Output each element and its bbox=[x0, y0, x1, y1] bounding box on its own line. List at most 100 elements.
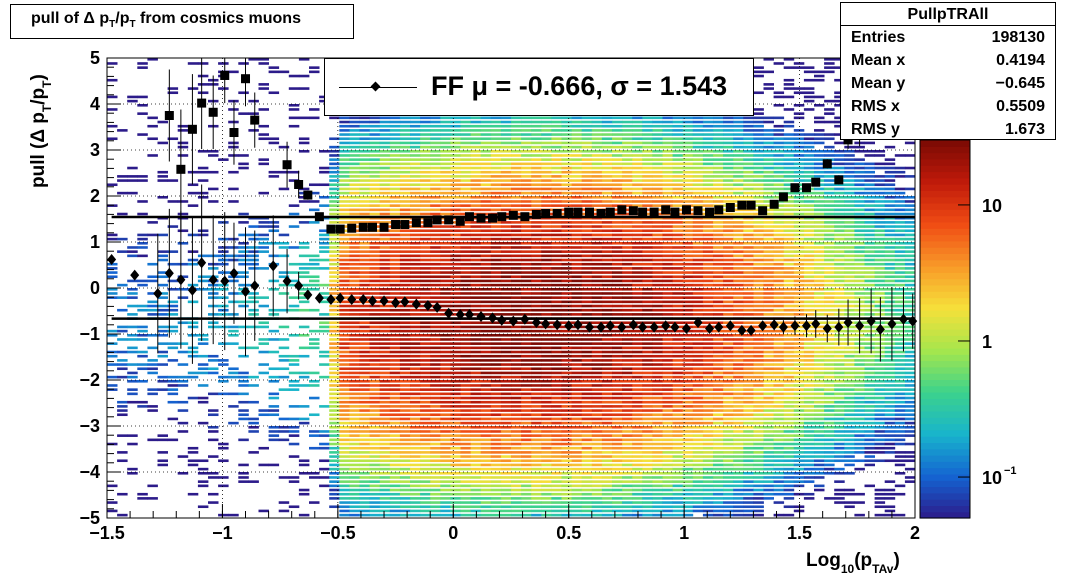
heatmap-cell bbox=[399, 321, 411, 325]
heatmap-cell bbox=[692, 154, 704, 157]
heatmap-cell bbox=[652, 279, 663, 283]
heatmap-cell bbox=[551, 204, 562, 207]
heatmap-cell bbox=[591, 375, 603, 379]
heatmap-cell bbox=[470, 116, 482, 120]
heatmap-cell bbox=[672, 375, 684, 379]
heatmap-cell bbox=[571, 380, 583, 383]
heatmap-cell bbox=[682, 292, 694, 295]
heatmap-cell bbox=[117, 250, 128, 253]
heatmap-cell bbox=[440, 292, 451, 295]
heatmap-cell bbox=[601, 283, 613, 287]
heatmap-cell bbox=[460, 359, 471, 362]
heatmap-cell bbox=[399, 120, 411, 124]
heatmap-cell bbox=[460, 116, 471, 120]
heatmap-cell bbox=[420, 179, 431, 182]
heatmap-cell bbox=[460, 150, 471, 153]
heatmap-cell bbox=[450, 430, 461, 433]
heatmap-cell bbox=[632, 267, 643, 270]
heatmap-cell bbox=[642, 137, 653, 141]
heatmap-cell bbox=[167, 313, 179, 316]
heatmap-cell bbox=[248, 250, 259, 253]
heatmap-cell bbox=[470, 271, 482, 274]
heatmap-cell bbox=[642, 196, 653, 199]
heatmap-cell bbox=[430, 476, 441, 479]
heatmap-cell bbox=[642, 166, 653, 170]
heatmap-cell bbox=[248, 346, 259, 350]
heatmap-cell bbox=[359, 321, 370, 325]
heatmap-cell bbox=[137, 254, 148, 258]
heatmap-cell bbox=[581, 442, 593, 446]
heatmap-cell bbox=[117, 283, 128, 287]
heatmap-cell bbox=[420, 262, 431, 266]
heatmap-cell bbox=[672, 359, 684, 362]
heatmap-cell bbox=[642, 505, 653, 509]
heatmap-cell bbox=[339, 262, 350, 266]
heatmap-cell bbox=[531, 338, 542, 341]
heatmap-cell bbox=[652, 350, 663, 354]
heatmap-cell bbox=[420, 492, 431, 496]
heatmap-cell bbox=[612, 308, 623, 312]
heatmap-cell bbox=[511, 170, 522, 174]
heatmap-cell bbox=[672, 308, 684, 312]
heatmap-cell bbox=[511, 271, 522, 274]
heatmap-cell bbox=[349, 442, 360, 446]
heatmap-cell bbox=[369, 158, 381, 161]
heatmap-cell bbox=[541, 354, 552, 358]
heatmap-cell bbox=[389, 476, 401, 479]
heatmap-cell bbox=[521, 384, 532, 387]
heatmap-cell bbox=[551, 476, 562, 479]
heatmap-cell bbox=[500, 396, 512, 400]
heatmap-cell bbox=[591, 129, 603, 132]
heatmap-cell bbox=[500, 375, 512, 379]
heatmap-cell bbox=[500, 492, 512, 496]
heatmap-cell bbox=[440, 120, 451, 124]
heatmap-cell bbox=[490, 120, 502, 124]
heatmap-cell bbox=[531, 426, 542, 429]
heatmap-cell bbox=[319, 467, 330, 471]
heatmap-cell bbox=[531, 191, 542, 195]
heatmap-cell bbox=[329, 179, 340, 182]
heatmap-cell bbox=[581, 258, 593, 262]
heatmap-cell bbox=[713, 246, 724, 249]
heatmap-cell bbox=[430, 492, 441, 496]
heatmap-cell bbox=[692, 501, 704, 504]
heatmap-cell bbox=[359, 116, 370, 120]
heatmap-cell bbox=[238, 300, 249, 304]
heatmap-cell bbox=[521, 250, 532, 253]
heatmap-cell bbox=[339, 124, 350, 128]
heatmap-cell bbox=[642, 472, 653, 475]
heatmap-cell bbox=[248, 400, 259, 404]
heatmap-cell bbox=[319, 292, 330, 295]
heatmap-cell bbox=[309, 208, 320, 212]
heatmap-cell bbox=[601, 120, 613, 124]
heatmap-cell bbox=[692, 158, 704, 161]
heatmap-cell bbox=[581, 472, 593, 475]
heatmap-cell bbox=[359, 183, 370, 187]
heatmap-cell bbox=[410, 426, 421, 429]
heatmap-cell bbox=[733, 367, 744, 371]
heatmap-cell bbox=[359, 417, 370, 421]
heatmap-cell bbox=[450, 484, 461, 488]
heatmap-cell bbox=[612, 275, 623, 279]
heatmap-cell bbox=[319, 204, 330, 207]
heatmap-cell bbox=[369, 455, 381, 458]
heatmap-cell bbox=[440, 472, 451, 475]
heatmap-cell bbox=[218, 446, 229, 450]
heatmap-cell bbox=[551, 221, 562, 224]
heatmap-cell bbox=[672, 430, 684, 433]
heatmap-cell bbox=[521, 158, 532, 161]
heatmap-cell bbox=[581, 225, 593, 228]
heatmap-cell bbox=[248, 325, 259, 329]
heatmap-cell bbox=[470, 480, 482, 483]
heatmap-cell bbox=[399, 463, 411, 467]
heatmap-cell bbox=[369, 166, 381, 170]
heatmap-cell bbox=[177, 363, 189, 366]
heatmap-cell bbox=[147, 392, 158, 396]
heatmap-cell bbox=[420, 187, 431, 191]
heatmap-cell bbox=[399, 354, 411, 358]
heatmap-cell bbox=[399, 329, 411, 333]
heatmap-cell bbox=[248, 417, 259, 421]
heatmap-cell bbox=[733, 492, 744, 496]
heatmap-cell bbox=[713, 258, 724, 262]
heatmap-cell bbox=[713, 388, 724, 391]
